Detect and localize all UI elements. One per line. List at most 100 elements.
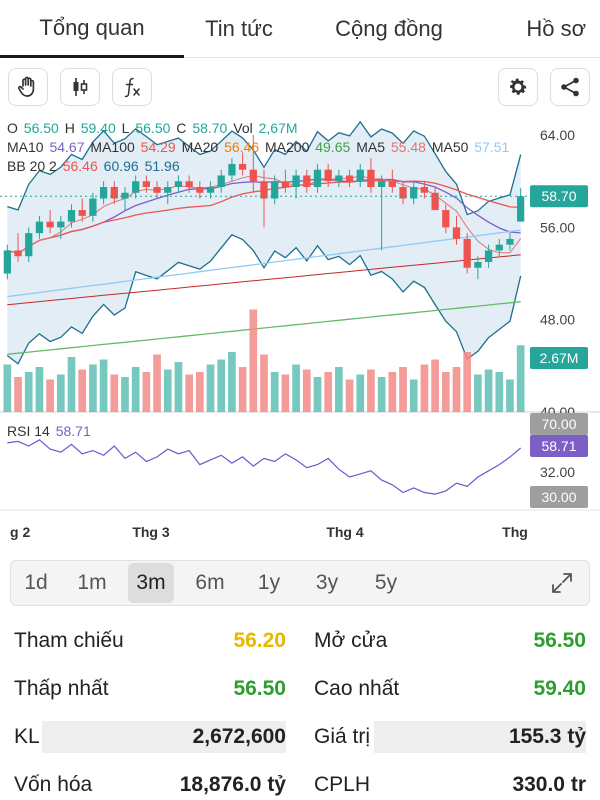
- range-1m[interactable]: 1m: [77, 571, 107, 594]
- stat-bar: [42, 721, 286, 753]
- stat-label: Thấp nhất: [14, 677, 109, 700]
- stat-label: CPLH: [314, 773, 371, 796]
- close-value: 58.70: [192, 120, 228, 136]
- candle-body: [313, 169, 322, 187]
- stat-value: 155.3 tỷ: [508, 725, 586, 748]
- volume-bar: [431, 359, 439, 412]
- settings-button[interactable]: [498, 68, 538, 106]
- candle-body: [399, 187, 407, 199]
- ma10-value: 54.67: [49, 139, 85, 155]
- candle-body: [196, 187, 204, 193]
- stat-label: Mở cửa: [314, 629, 388, 652]
- stat-open: Mở cửa 56.50: [314, 618, 586, 664]
- volume-bar: [99, 359, 108, 412]
- candle-body: [345, 175, 354, 182]
- share-button[interactable]: [550, 68, 590, 106]
- volume-bar: [367, 369, 375, 412]
- ma50-line: [7, 229, 521, 298]
- tab-community[interactable]: Cộng đồng: [335, 16, 443, 41]
- time-axis-label: g 2: [10, 524, 30, 540]
- range-6m[interactable]: 6m: [195, 571, 225, 594]
- rsi-value: 58.71: [55, 423, 91, 439]
- stat-value: 59.40: [533, 677, 586, 700]
- price-badge-bg: [530, 185, 588, 208]
- candle-body: [238, 163, 247, 170]
- rsi-line: [7, 439, 522, 495]
- stat-label: Vốn hóa: [14, 773, 93, 796]
- range-1d[interactable]: 1d: [24, 571, 48, 594]
- volume-bar: [292, 364, 300, 412]
- stat-value: 18,876.0 tỷ: [179, 773, 286, 796]
- volume-bar: [163, 369, 172, 412]
- volume-bar: [356, 374, 365, 412]
- candle-type-button[interactable]: [60, 68, 100, 106]
- candle-body: [249, 169, 257, 182]
- volume-bar: [506, 379, 514, 412]
- volume-bar: [24, 372, 33, 412]
- candle-body: [324, 169, 332, 182]
- range-1y[interactable]: 1y: [257, 571, 281, 594]
- function-icon: [124, 77, 140, 98]
- volume-bar: [195, 372, 204, 412]
- ma5-label: MA5: [356, 139, 385, 155]
- price-axis-label: 64.00: [540, 127, 575, 143]
- bb-upper-value: 60.96: [103, 158, 139, 174]
- tab-news[interactable]: Tin tức: [205, 16, 273, 41]
- volume-bar: [474, 374, 482, 412]
- candle-body: [431, 192, 439, 211]
- hand-icon: [18, 76, 35, 97]
- volume-bar: [345, 379, 354, 412]
- tab-overview[interactable]: Tổng quan: [0, 0, 184, 58]
- rsi-30-badge-bg: [530, 486, 588, 508]
- ma5-value: 55.48: [390, 139, 426, 155]
- volume-bar: [3, 364, 12, 412]
- candle-body: [57, 221, 65, 228]
- volume-bar: [495, 372, 504, 412]
- volume-bar: [484, 369, 493, 412]
- candle-body: [474, 262, 482, 268]
- candle-body: [3, 250, 11, 274]
- range-3m[interactable]: 3m: [128, 563, 174, 603]
- ma20-label: MA20: [181, 139, 219, 155]
- volume-bar: [335, 367, 343, 412]
- bb-label: BB 20 2: [7, 158, 57, 174]
- stat-value: 56.50: [233, 677, 286, 700]
- stat-value: 330.0 tr: [512, 773, 586, 796]
- volume-bar: [35, 367, 44, 412]
- hand-tool-button[interactable]: [8, 68, 48, 106]
- candle-body: [410, 187, 418, 199]
- candle-body: [484, 250, 493, 262]
- volume-bar: [399, 367, 407, 412]
- share-icon: [561, 77, 579, 97]
- stat-value: 56.20: [233, 629, 286, 652]
- ma50-label: MA50: [431, 139, 469, 155]
- tab-profile[interactable]: Hồ sơ: [526, 16, 586, 41]
- volume-bar: [14, 377, 22, 412]
- volume-bar: [67, 357, 76, 412]
- volume-bar: [313, 377, 322, 412]
- low-value: 56.50: [135, 120, 171, 136]
- top-tabs: Tổng quan Tin tức Cộng đồng Hồ sơ: [0, 0, 600, 58]
- stat-high: Cao nhất 59.40: [314, 666, 586, 712]
- chart-canvas[interactable]: 64.0056.0048.0040.0058.702.67M70.0058.71…: [0, 112, 600, 554]
- range-5y[interactable]: 5y: [374, 571, 398, 594]
- price-chart[interactable]: 64.00 56.00 48.00 40.00 58.70 2.67M 70.00 58.71…: [0, 112, 600, 554]
- stat-label: Cao nhất: [314, 677, 400, 700]
- range-3y[interactable]: 3y: [315, 571, 339, 594]
- indicators-button[interactable]: [112, 68, 152, 106]
- volume-bar: [56, 374, 65, 412]
- stat-volume: KL 2,672,600: [14, 714, 286, 760]
- candle-body: [206, 187, 215, 193]
- candle-body: [153, 187, 161, 193]
- candle-body: [292, 175, 300, 187]
- volume-bar: [324, 372, 333, 412]
- candle-body: [14, 250, 22, 257]
- price-axis-label: 56.00: [540, 219, 575, 235]
- fullscreen-button[interactable]: [549, 570, 575, 601]
- volume-bar: [121, 377, 129, 412]
- rsi-axis-label: 32.00: [540, 464, 575, 480]
- ma100-line: [7, 254, 521, 306]
- candle-body: [388, 181, 396, 187]
- volume-bar: [281, 374, 290, 412]
- range-selector: 1d 1m 3m 6m 1y 3y 5y: [10, 560, 590, 606]
